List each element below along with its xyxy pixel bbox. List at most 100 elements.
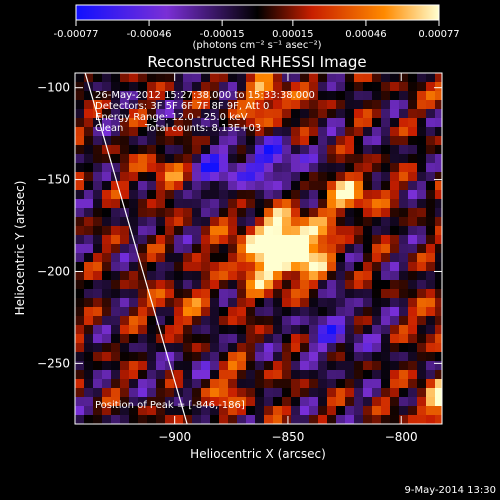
heatmap-cell [93, 217, 103, 227]
heatmap-cell [399, 118, 409, 128]
heatmap-cell [390, 298, 400, 308]
heatmap-cell [336, 388, 346, 398]
heatmap-cell [264, 127, 274, 137]
heatmap-cell [426, 127, 436, 137]
heatmap-cell [390, 325, 400, 335]
heatmap-cell [282, 298, 292, 308]
heatmap-cell [93, 226, 103, 236]
heatmap-cell [210, 361, 220, 371]
heatmap-cell [255, 253, 265, 263]
heatmap-image [75, 73, 442, 424]
heatmap-cell [426, 289, 436, 299]
heatmap-cell [345, 244, 355, 254]
heatmap-cell [264, 100, 274, 110]
heatmap-cell [282, 172, 292, 182]
heatmap-cell [201, 253, 211, 263]
heatmap-cell [273, 199, 283, 209]
heatmap-cell [120, 406, 130, 416]
heatmap-cell [156, 361, 166, 371]
heatmap-cell [156, 316, 166, 326]
heatmap-cell [138, 118, 148, 128]
heatmap-cell [381, 361, 391, 371]
heatmap-cell [345, 397, 355, 407]
heatmap-cell [336, 361, 346, 371]
colorbar-tick-label: 0.00046 [345, 29, 386, 40]
heatmap-cell [147, 325, 157, 335]
heatmap-cell [390, 172, 400, 182]
heatmap-cell [75, 343, 85, 353]
heatmap-cell [354, 154, 364, 164]
heatmap-cell [390, 379, 400, 389]
heatmap-cell [138, 361, 148, 371]
heatmap-cell [273, 190, 283, 200]
heatmap-cell [399, 190, 409, 200]
solar-limb [84, 73, 188, 424]
heatmap-cell [93, 370, 103, 380]
heatmap-cell [309, 235, 319, 245]
heatmap-cell [300, 325, 310, 335]
heatmap-cell [282, 199, 292, 209]
heatmap-cell [363, 289, 373, 299]
heatmap-cell [309, 91, 319, 101]
heatmap-cell [219, 91, 229, 101]
heatmap-cell [237, 307, 247, 317]
heatmap-cell [210, 415, 220, 424]
heatmap-cell [174, 298, 184, 308]
heatmap-cell [192, 235, 202, 245]
heatmap-cell [75, 73, 85, 83]
heatmap-cell [192, 379, 202, 389]
heatmap-cell [129, 379, 139, 389]
heatmap-cell [318, 82, 328, 92]
heatmap-cell [318, 100, 328, 110]
heatmap-cell [138, 289, 148, 299]
heatmap-cell [93, 253, 103, 263]
heatmap-cell [336, 370, 346, 380]
heatmap-cell [192, 298, 202, 308]
heatmap-cell [273, 307, 283, 317]
heatmap-cell [228, 154, 238, 164]
heatmap-cell [138, 307, 148, 317]
heatmap-cell [291, 406, 301, 416]
heatmap-cell [75, 136, 85, 146]
heatmap-cell [84, 244, 94, 254]
heatmap-cell [129, 244, 139, 254]
heatmap-cell [399, 217, 409, 227]
heatmap-cell [165, 226, 175, 236]
heatmap-cell [327, 343, 337, 353]
heatmap-cell [318, 163, 328, 173]
heatmap-cell [336, 190, 346, 200]
heatmap-cell [237, 352, 247, 362]
heatmap-cell [201, 217, 211, 227]
heatmap-cell [84, 280, 94, 290]
heatmap-cell [129, 73, 139, 83]
heatmap-cell [345, 145, 355, 155]
heatmap-cell [156, 334, 166, 344]
heatmap-cell [147, 280, 157, 290]
heatmap-cell [390, 244, 400, 254]
heatmap-cell [138, 352, 148, 362]
heatmap-cell [174, 388, 184, 398]
heatmap-cell [363, 100, 373, 110]
heatmap-cell [192, 334, 202, 344]
heatmap-cell [273, 298, 283, 308]
heatmap-cell [210, 280, 220, 290]
heatmap-cell [228, 91, 238, 101]
heatmap-cell [111, 262, 121, 272]
heatmap-cell [156, 343, 166, 353]
heatmap-cell [390, 253, 400, 263]
heatmap-cell [399, 406, 409, 416]
heatmap-cell [426, 73, 436, 83]
heatmap-cell [219, 289, 229, 299]
heatmap-cell [156, 190, 166, 200]
heatmap-cell [219, 82, 229, 92]
heatmap-cell [84, 118, 94, 128]
heatmap-cell [273, 316, 283, 326]
heatmap-cell [102, 100, 112, 110]
heatmap-cell [408, 172, 418, 182]
heatmap-cell [417, 172, 427, 182]
heatmap-cell [165, 415, 175, 424]
heatmap-cell [318, 307, 328, 317]
heatmap-cell [426, 109, 436, 119]
heatmap-cell [273, 163, 283, 173]
heatmap-cell [219, 406, 229, 416]
